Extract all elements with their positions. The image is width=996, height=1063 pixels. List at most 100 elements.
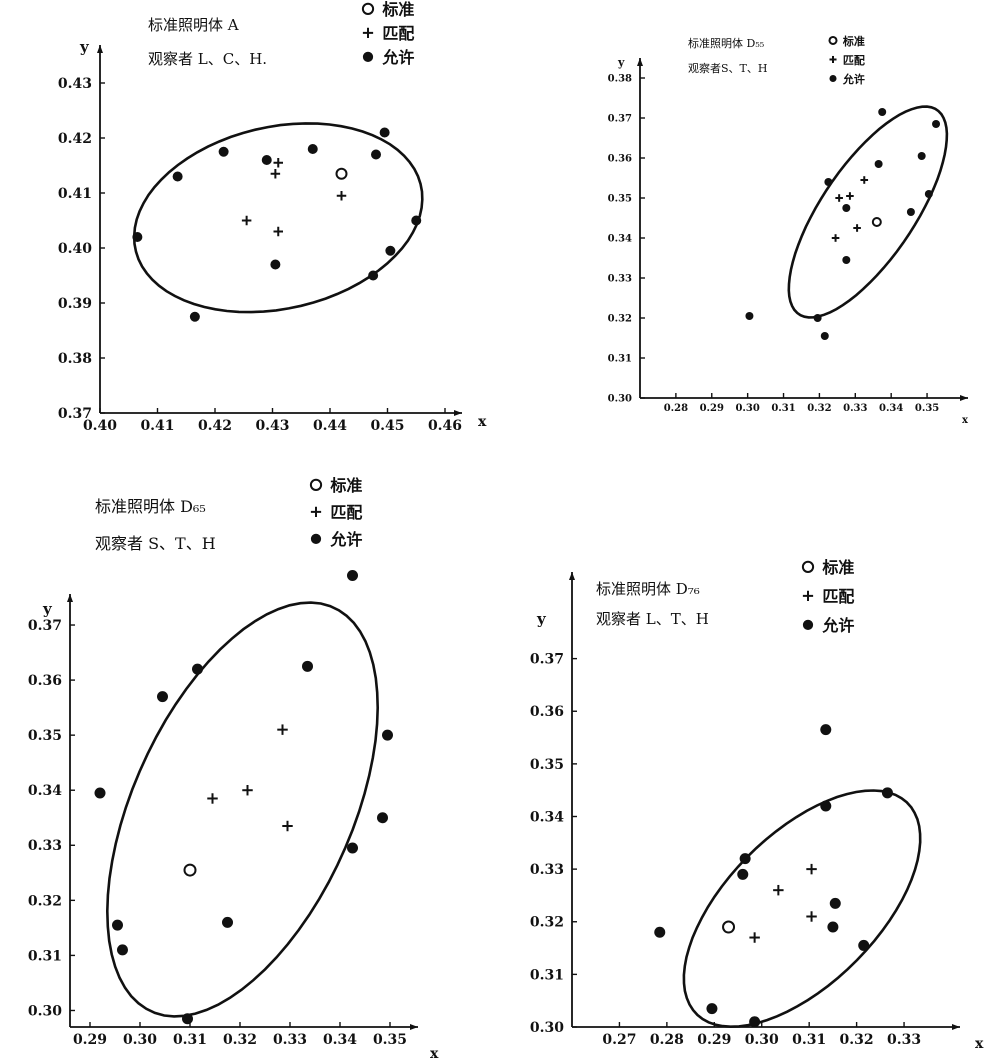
legend-marker-allow	[802, 619, 814, 630]
y-tick-label: 0.31	[530, 967, 564, 983]
match-point	[806, 863, 817, 875]
x-tick-label: 0.29	[73, 1032, 107, 1048]
match-point	[336, 191, 347, 201]
legend-label: 标准	[821, 558, 854, 577]
illuminant-label: 标准照明体 D₅₅	[688, 36, 764, 50]
y-tick-label: 0.35	[28, 728, 62, 744]
allow-point	[813, 314, 822, 322]
allow-point	[820, 800, 832, 812]
x-tick-label: 0.30	[123, 1032, 157, 1048]
y-tick-label: 0.33	[530, 862, 564, 878]
y-tick-label: 0.33	[608, 274, 632, 285]
x-tick-label: 0.29	[697, 1032, 731, 1048]
x-tick-label: 0.28	[650, 1032, 684, 1048]
x-tick-label: 0.31	[792, 1032, 826, 1048]
standard-point	[335, 167, 348, 180]
y-tick-label: 0.37	[58, 406, 92, 422]
observer-label: 观察者 L、T、H	[596, 610, 709, 628]
y-tick-label: 0.34	[608, 234, 632, 245]
x-tick-label: 0.41	[140, 418, 174, 434]
x-tick-label: 0.40	[83, 418, 117, 434]
allow-point	[906, 208, 915, 216]
tolerance-ellipse	[787, 105, 949, 319]
y-tick-label: 0.37	[530, 652, 564, 668]
legend-label: 标准	[381, 0, 414, 19]
allow-point	[377, 812, 388, 824]
match-point	[749, 932, 760, 943]
allow-point	[192, 663, 203, 675]
allow-point	[368, 270, 379, 281]
y-tick-label: 0.43	[58, 76, 92, 92]
allow-point	[182, 1013, 193, 1025]
allow-point	[881, 787, 893, 799]
x-tick-label: 0.29	[700, 403, 724, 414]
standard-point	[183, 863, 197, 877]
allow-point	[132, 232, 143, 242]
y-axis-arrow	[97, 45, 103, 53]
chart-panel-3: x y 0.29 0.30 0.31 0.32 0.33 0.34 0.35 0.30 0.31 0.…	[28, 476, 439, 1062]
allow-point	[218, 146, 229, 157]
x-axis-name: x	[975, 1036, 984, 1052]
allow-point	[261, 155, 272, 165]
y-tick-label: 0.30	[530, 1020, 564, 1036]
x-tick-label: 0.33	[843, 403, 867, 414]
legend-label: 匹配	[382, 24, 414, 43]
match-point	[853, 224, 861, 232]
tolerance-ellipse	[682, 789, 922, 1029]
match-point	[207, 793, 218, 804]
match-point	[273, 158, 283, 168]
legend-label: 标准	[329, 476, 362, 495]
x-axis-arrow	[952, 1024, 960, 1030]
x-tick-label: 0.35	[373, 1032, 407, 1048]
allow-point	[737, 868, 749, 880]
y-tick-label: 0.32	[530, 915, 564, 931]
allow-point	[827, 921, 839, 933]
observer-label: 观察者S、T、H	[688, 61, 767, 75]
standard-point	[722, 920, 736, 934]
y-axis-arrow	[67, 594, 73, 602]
y-axis-name: y	[536, 610, 547, 628]
x-tick-label: 0.27	[602, 1032, 636, 1048]
x-tick-label: 0.35	[915, 403, 939, 414]
match-point	[773, 884, 784, 896]
y-tick-label: 0.36	[608, 154, 632, 165]
match-point	[242, 784, 253, 796]
y-tick-label: 0.32	[608, 314, 632, 325]
y-tick-label: 0.37	[28, 618, 62, 634]
legend-marker-match	[310, 506, 322, 517]
allow-point	[842, 204, 851, 212]
allow-point	[112, 919, 123, 931]
x-tick-label: 0.44	[313, 418, 347, 434]
x-tick-label: 0.34	[879, 403, 903, 414]
match-point	[806, 911, 817, 922]
allow-point	[820, 724, 832, 736]
allow-point	[878, 108, 887, 116]
y-tick-label: 0.31	[608, 354, 632, 365]
x-tick-label: 0.43	[255, 418, 289, 434]
y-tick-label: 0.38	[608, 74, 632, 85]
y-tick-label: 0.40	[58, 241, 92, 257]
legend-label: 允许	[381, 48, 414, 67]
allow-point	[270, 259, 281, 270]
allow-point	[654, 926, 666, 938]
match-point	[277, 724, 288, 735]
allow-point	[189, 311, 200, 322]
y-tick-label: 0.34	[530, 809, 564, 825]
allow-point	[874, 160, 883, 168]
allow-point	[371, 149, 381, 160]
allow-point	[347, 842, 358, 854]
legend-label: 允许	[329, 530, 362, 549]
allow-point	[858, 939, 870, 951]
legend-label: 允许	[842, 72, 865, 86]
x-tick-label: 0.30	[745, 1032, 779, 1048]
y-tick-label: 0.38	[58, 351, 92, 367]
allow-point	[222, 916, 233, 928]
x-axis-name: x	[962, 415, 969, 426]
x-tick-label: 0.28	[664, 403, 688, 414]
y-tick-label: 0.37	[608, 114, 632, 125]
x-axis-arrow	[960, 395, 968, 401]
y-tick-label: 0.39	[58, 296, 92, 312]
allow-point	[94, 787, 106, 799]
legend-label: 匹配	[330, 503, 362, 522]
